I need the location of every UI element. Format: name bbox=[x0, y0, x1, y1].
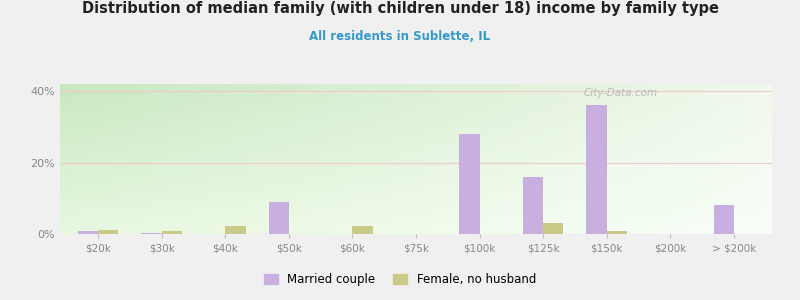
Bar bbox=[142, 232, 162, 234]
Bar bbox=[523, 177, 543, 234]
Bar bbox=[543, 223, 563, 234]
Text: All residents in Sublette, IL: All residents in Sublette, IL bbox=[310, 30, 490, 43]
Bar bbox=[162, 231, 182, 234]
Bar bbox=[226, 226, 246, 234]
Text: City-Data.com: City-Data.com bbox=[583, 88, 658, 98]
Bar bbox=[606, 231, 627, 234]
Bar bbox=[78, 231, 98, 234]
Bar bbox=[98, 230, 118, 234]
Legend: Married couple, Female, no husband: Married couple, Female, no husband bbox=[259, 269, 541, 291]
Bar bbox=[459, 134, 479, 234]
Bar bbox=[353, 226, 373, 234]
Bar bbox=[586, 105, 606, 234]
Bar bbox=[714, 206, 734, 234]
Bar bbox=[269, 202, 289, 234]
Text: Distribution of median family (with children under 18) income by family type: Distribution of median family (with chil… bbox=[82, 2, 718, 16]
